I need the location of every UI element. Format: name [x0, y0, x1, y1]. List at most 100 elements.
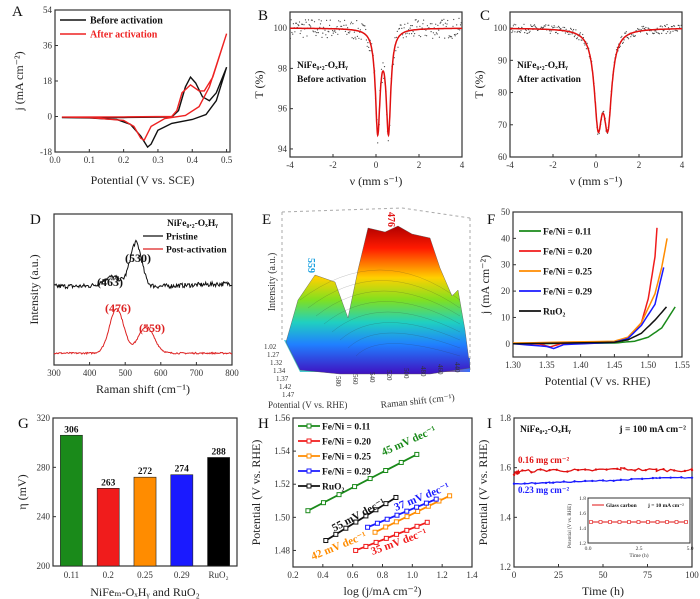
y-axis-label: Potential (V vs. RHE)	[268, 400, 347, 410]
data-point	[313, 21, 316, 23]
data-point	[304, 19, 307, 21]
data-point	[455, 33, 457, 36]
raman-spectrum-0	[53, 239, 233, 290]
data-point	[321, 36, 323, 39]
inset-y-tick-label: 1.6	[579, 511, 586, 517]
back-wall-grid	[281, 207, 471, 370]
state-label: Before activation	[297, 75, 367, 85]
data-point	[353, 38, 355, 40]
z-axis-label: Intensity (a.u.)	[267, 253, 278, 312]
data-point	[440, 21, 442, 23]
data-point	[408, 33, 410, 35]
data-point	[678, 24, 680, 27]
data-point	[292, 23, 294, 25]
raman-surface	[285, 225, 471, 375]
data-point	[429, 23, 431, 25]
data-point	[411, 33, 413, 35]
data-point	[365, 39, 367, 41]
x-tick-label: 1.40	[573, 360, 589, 370]
data-point	[454, 35, 456, 37]
data-point	[641, 25, 643, 28]
data-point	[365, 524, 371, 530]
x-tick-label: 0.2	[103, 570, 114, 580]
data-point	[598, 132, 600, 135]
bar-value-label: 288	[211, 447, 226, 457]
data-point	[372, 529, 378, 535]
x-tick-label: -2	[549, 160, 557, 170]
data-point	[431, 23, 433, 25]
data-point	[294, 31, 296, 33]
legend-label: Before activation	[90, 16, 163, 27]
peak-label: (559)	[139, 321, 165, 335]
data-point	[438, 36, 440, 38]
x-tick-label: 0.2	[118, 155, 129, 165]
data-point	[303, 24, 305, 26]
data-point	[358, 37, 360, 39]
data-point	[458, 17, 460, 19]
inset-data-point	[684, 520, 688, 524]
data-point	[365, 28, 367, 31]
data-point	[548, 468, 551, 472]
data-point	[442, 24, 444, 26]
data-point	[424, 519, 430, 525]
data-point	[586, 42, 588, 44]
x-tick-label: 540	[368, 372, 376, 383]
data-point	[435, 23, 437, 25]
data-point	[348, 32, 350, 34]
data-point	[601, 479, 605, 482]
data-point	[674, 29, 676, 32]
data-point	[339, 21, 341, 23]
data-point	[300, 30, 302, 32]
data-point	[551, 481, 555, 484]
x-tick-label: 0.6	[347, 570, 359, 580]
x-tick-label: 580	[334, 376, 342, 387]
x-tick-label: 600	[154, 368, 168, 378]
raman-spectrum-1	[53, 308, 233, 356]
data-point	[394, 531, 400, 537]
data-point	[404, 23, 406, 25]
y-tick-label: 1.8	[500, 413, 512, 423]
contour-line	[331, 311, 461, 333]
data-point	[309, 24, 311, 27]
y-tick-label: 1.02	[264, 343, 277, 351]
x-axis-label: Raman shift (cm⁻¹)	[380, 392, 455, 411]
data-point	[662, 468, 665, 471]
sample-label: NiFe₀.₂-OₓHᵧ	[517, 61, 568, 71]
data-point	[444, 37, 446, 39]
cv-curve-0	[61, 66, 228, 149]
contour-line	[323, 301, 461, 325]
x-tick-label: -2	[329, 160, 337, 170]
data-point	[307, 19, 310, 21]
data-point	[669, 476, 672, 479]
legend-label: Fe/Ni = 0.29	[543, 288, 592, 298]
data-point	[446, 23, 448, 25]
data-point	[333, 531, 339, 537]
bar-1	[96, 487, 120, 567]
x-tick-label: 2	[637, 160, 642, 170]
y-tick-label: 1.52	[274, 479, 290, 489]
data-point	[407, 22, 409, 24]
legend-label: Fe/Ni = 0.11	[543, 228, 592, 238]
data-point	[549, 32, 551, 34]
data-point	[373, 539, 379, 545]
x-tick-label: 460	[436, 364, 444, 375]
data-point	[396, 30, 398, 32]
data-point	[676, 30, 679, 32]
y-tick-label: 36	[43, 41, 53, 51]
data-point	[331, 34, 333, 37]
panel-letter: C	[480, 8, 490, 24]
data-point	[368, 46, 370, 49]
data-point	[373, 507, 379, 513]
data-point	[353, 31, 355, 33]
data-point	[430, 31, 432, 33]
data-point	[661, 26, 664, 28]
data-point	[637, 28, 640, 30]
data-point	[581, 39, 583, 41]
y-tick-label: 94	[278, 144, 288, 154]
y-tick-label: 1.4	[500, 512, 512, 522]
data-point	[326, 37, 328, 39]
inset-data-point	[636, 520, 641, 524]
data-point	[655, 468, 658, 471]
y-tick-label: 1.34	[273, 367, 286, 375]
x-tick-label: 0.4	[317, 570, 329, 580]
